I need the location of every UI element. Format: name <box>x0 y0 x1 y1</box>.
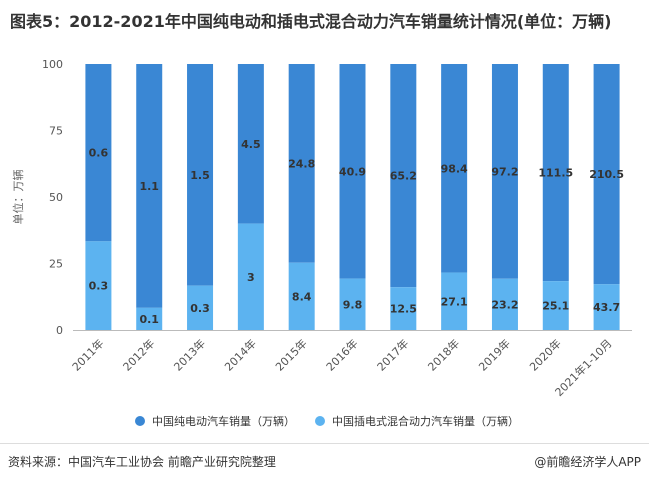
x-tick-label: 2015年 <box>272 336 309 373</box>
bar-bev-2 <box>187 64 214 286</box>
legend-marker-0 <box>135 416 145 426</box>
data-label-bev-1: 1.1 <box>139 180 159 193</box>
bars: 0.6 0.3 1.1 0.1 1.5 0.3 4.5 3 24.8 8.4 40.9 9.8 65.2… <box>85 64 624 330</box>
data-label-bev-7: 98.4 <box>441 162 468 175</box>
data-label-bev-5: 40.9 <box>339 165 366 178</box>
bar-bev-4 <box>288 64 315 263</box>
bar-phev-3 <box>237 223 264 330</box>
data-label-phev-9: 25.1 <box>542 300 569 313</box>
bar-phev-10 <box>593 284 620 330</box>
source-note: 资料来源：中国汽车工业协会 前瞻产业研究院整理 <box>8 455 276 469</box>
stacked-bar-chart: 0 25 50 75 100 0.6 0.3 1.1 0.1 1.5 0.3 4.5 3 24.8 8.4… <box>11 58 632 428</box>
data-label-phev-6: 12.5 <box>390 303 417 316</box>
x-tick-label: 2018年 <box>425 336 462 373</box>
y-axis-label: 单位：万辆 <box>11 170 25 225</box>
bar-bev-6 <box>390 64 417 288</box>
bar-phev-4 <box>288 262 315 330</box>
legend: 中国纯电动汽车销量（万辆） 中国插电式混合动力汽车销量（万辆） <box>135 414 519 428</box>
bar-bev-3 <box>237 64 264 224</box>
bar-phev-2 <box>187 285 214 330</box>
data-label-bev-2: 1.5 <box>190 169 210 182</box>
data-label-phev-8: 23.2 <box>491 298 518 311</box>
data-label-phev-10: 43.7 <box>593 301 620 314</box>
bar-bev-10 <box>593 64 620 285</box>
legend-label-1: 中国插电式混合动力汽车销量（万辆） <box>332 414 519 428</box>
bar-bev-0 <box>85 64 112 242</box>
legend-marker-1 <box>315 416 325 426</box>
data-label-bev-10: 210.5 <box>589 168 624 181</box>
data-label-bev-9: 111.5 <box>538 167 573 180</box>
data-label-bev-0: 0.6 <box>89 147 109 160</box>
y-tick-label: 25 <box>49 258 63 271</box>
x-tick-label: 2020年 <box>526 336 563 373</box>
bar-bev-8 <box>491 64 518 279</box>
bar-phev-7 <box>441 272 468 330</box>
bar-phev-6 <box>390 287 417 330</box>
x-tick-label: 2014年 <box>222 336 259 373</box>
bar-phev-5 <box>339 278 366 330</box>
bar-phev-8 <box>491 278 518 330</box>
data-label-phev-2: 0.3 <box>190 302 210 315</box>
bar-phev-1 <box>136 307 163 330</box>
data-label-phev-4: 8.4 <box>292 290 312 303</box>
x-tick-label: 2011年 <box>69 336 106 373</box>
bar-bev-5 <box>339 64 366 279</box>
data-label-bev-8: 97.2 <box>491 165 518 178</box>
y-tick-label: 100 <box>42 58 63 71</box>
bar-bev-7 <box>441 64 468 273</box>
x-axis: 2011年 2012年 2013年 2014年 2015年 2016年 2017年 2018年… <box>69 330 632 399</box>
data-label-phev-3: 3 <box>247 271 255 284</box>
x-tick-label: 2013年 <box>171 336 208 373</box>
x-tick-label: 2016年 <box>323 336 360 373</box>
data-label-bev-3: 4.5 <box>241 138 261 151</box>
x-tick-label: 2012年 <box>120 336 157 373</box>
bar-phev-0 <box>85 241 112 330</box>
x-tick-label: 2019年 <box>476 336 513 373</box>
y-tick-label: 75 <box>49 125 63 138</box>
x-tick-label: 2017年 <box>374 336 411 373</box>
brand-credit: @前瞻经济学人APP <box>534 455 641 469</box>
y-axis: 0 25 50 75 100 <box>42 58 63 337</box>
y-tick-label: 0 <box>56 324 63 337</box>
chart-title: 图表5：2012-2021年中国纯电动和插电式混合动力汽车销量统计情况(单位：万… <box>10 12 612 31</box>
data-label-phev-1: 0.1 <box>139 313 159 326</box>
data-label-bev-4: 24.8 <box>288 157 315 170</box>
footer-divider <box>0 443 649 444</box>
bar-phev-9 <box>542 281 569 330</box>
y-tick-label: 50 <box>49 191 63 204</box>
bar-bev-9 <box>542 64 569 282</box>
data-label-phev-7: 27.1 <box>441 295 468 308</box>
data-label-phev-0: 0.3 <box>89 280 109 293</box>
data-label-phev-5: 9.8 <box>343 298 363 311</box>
data-label-bev-6: 65.2 <box>390 170 417 183</box>
bar-bev-1 <box>136 64 163 308</box>
legend-label-0: 中国纯电动汽车销量（万辆） <box>152 414 295 428</box>
